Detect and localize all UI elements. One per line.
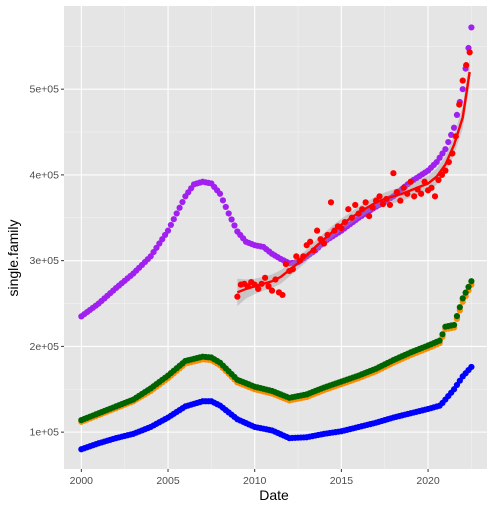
red-point	[407, 178, 414, 185]
red-point	[345, 206, 352, 213]
series-2-point	[450, 321, 458, 329]
series-0-point	[170, 216, 177, 223]
red-point	[234, 293, 241, 300]
red-point	[293, 253, 300, 260]
series-0-point	[179, 198, 186, 206]
series-2-point	[439, 331, 446, 338]
series-0-point	[228, 216, 235, 223]
red-point	[456, 101, 463, 108]
red-point	[397, 197, 404, 204]
series-0-point	[450, 124, 458, 131]
red-point	[279, 291, 286, 299]
red-point	[435, 176, 442, 184]
x-tick-label: 2005	[156, 475, 180, 487]
red-point	[307, 238, 314, 245]
smooth-line-layer	[236, 71, 471, 294]
series-0-point	[173, 210, 180, 217]
series-2-point	[462, 289, 469, 296]
y-tick-label: 2e+05	[30, 341, 60, 353]
x-tick-label: 2020	[416, 475, 440, 487]
series-3-point	[468, 363, 475, 371]
y-tick-label: 3e+05	[30, 255, 60, 267]
series-0-point	[219, 197, 227, 204]
x-tick-label: 2010	[243, 475, 267, 487]
red-point	[379, 200, 387, 208]
red-point	[255, 285, 262, 293]
series-0-point	[216, 190, 224, 197]
series-0-point	[453, 111, 461, 118]
series-0-point	[231, 222, 238, 229]
red-point	[314, 227, 321, 234]
x-axis-title: Date	[259, 487, 289, 503]
red-point	[390, 170, 397, 177]
red-point	[352, 201, 359, 209]
red-point	[431, 193, 439, 200]
red-point	[268, 287, 276, 294]
series-0-point	[222, 203, 229, 211]
red-point	[376, 193, 383, 200]
y-tick-label: 4e+05	[30, 169, 60, 181]
y-tick-label: 1e+05	[30, 427, 60, 439]
y-tick-label: 5e+05	[30, 84, 60, 96]
red-point	[400, 184, 407, 191]
y-axis-title: single.family	[5, 219, 21, 296]
series-0-point	[176, 204, 183, 211]
series-2-point	[456, 304, 463, 311]
series-0-point	[167, 221, 175, 229]
x-axis: 2000 2005 2010 2015 2020	[70, 469, 440, 487]
red-point	[428, 184, 435, 191]
red-point	[366, 212, 373, 220]
series-2-point	[459, 295, 466, 302]
red-point	[418, 190, 425, 197]
red-point	[282, 260, 290, 268]
series-0-point	[468, 24, 475, 31]
series-2-point	[468, 278, 475, 285]
red-point	[261, 274, 269, 281]
red-point	[463, 62, 470, 69]
red-point	[466, 49, 473, 56]
x-tick-label: 2000	[70, 475, 94, 487]
series-2-point	[436, 337, 443, 344]
red-point	[362, 199, 369, 206]
smooth-line	[236, 71, 471, 294]
series-0-point	[164, 227, 172, 234]
series-layer	[78, 24, 475, 453]
red-point	[442, 167, 449, 174]
series-2-point	[453, 312, 461, 320]
series-0-point	[442, 146, 449, 153]
red-point	[327, 199, 335, 206]
y-axis: 1e+05 2e+05 3e+05 4e+05 5e+05	[30, 84, 64, 439]
red-point	[411, 193, 418, 200]
red-point	[265, 283, 272, 290]
red-point	[459, 77, 466, 84]
series-0-point	[445, 138, 452, 146]
red-point	[386, 201, 394, 209]
x-tick-label: 2015	[330, 475, 354, 487]
series-2-point	[465, 283, 472, 291]
series-0-point	[225, 210, 232, 217]
series-0-point	[459, 86, 466, 93]
